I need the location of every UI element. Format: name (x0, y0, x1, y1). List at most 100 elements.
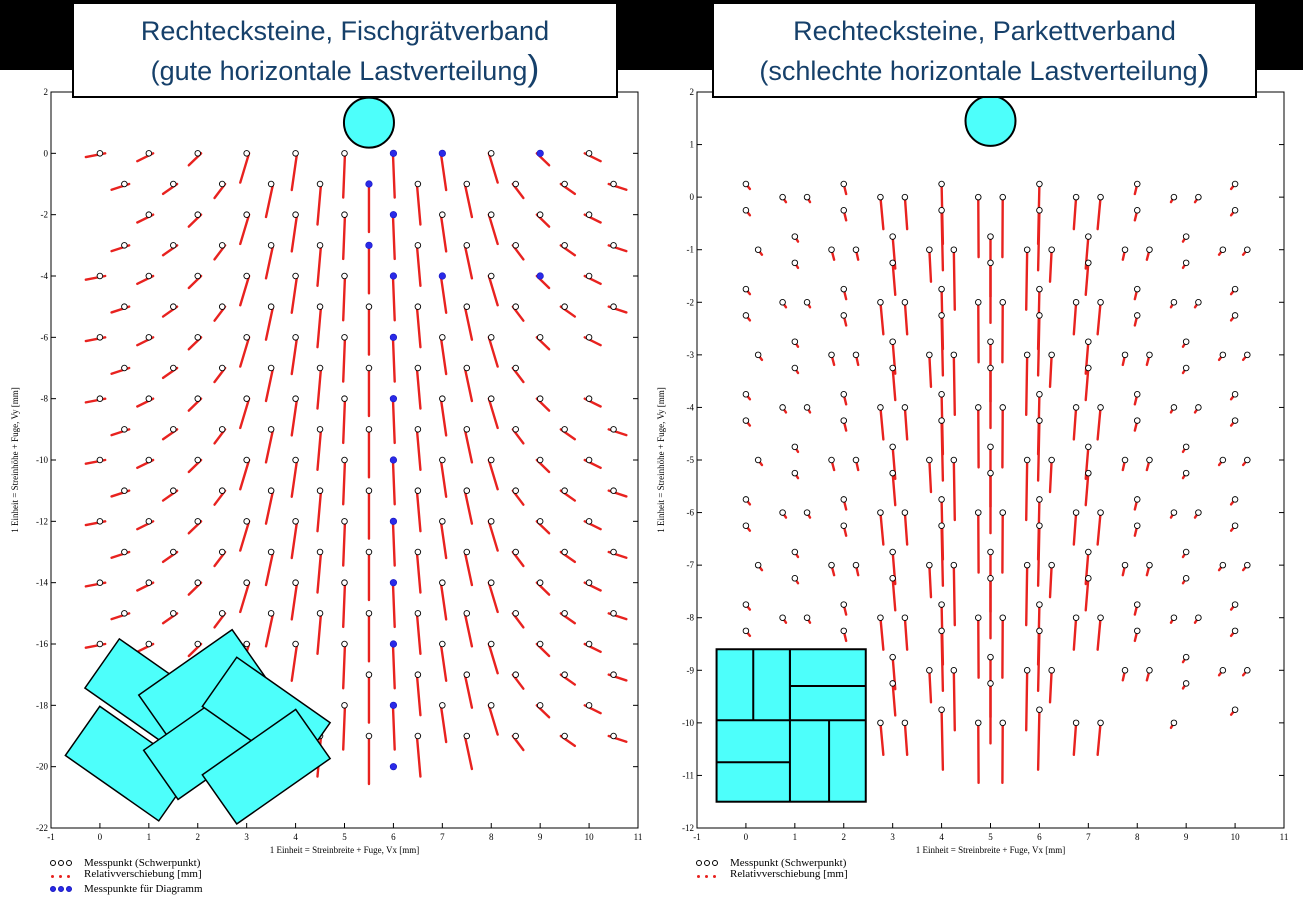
measure-point (341, 395, 348, 402)
measure-point (926, 667, 933, 674)
measure-point (341, 579, 348, 586)
measure-point (194, 518, 201, 525)
measure-point (536, 456, 544, 464)
x-tick-label: 6 (391, 832, 396, 842)
measure-point (341, 456, 348, 464)
title-left-line1: Rechtecksteine, Fischgrätverband (140, 16, 550, 46)
displacement-arrow (1036, 708, 1041, 771)
displacement-arrow (1084, 471, 1090, 507)
y-tick-label: -6 (41, 332, 49, 342)
displacement-arrow (391, 336, 396, 383)
measure-point (267, 487, 275, 494)
title-right-paren: ) (1197, 47, 1210, 88)
measure-point (488, 640, 495, 648)
y-axis-label: 1 Einheit = Streinhöhe + Fuge, Vy [mm] (656, 387, 666, 532)
measure-point (512, 303, 519, 310)
measure-point (194, 456, 201, 464)
measure-point (938, 627, 945, 635)
displacement-arrow (439, 152, 448, 192)
displacement-arrow (1072, 511, 1078, 546)
measure-point (365, 610, 373, 617)
measure-point (1072, 614, 1080, 621)
measure-point (488, 518, 495, 525)
measure-point (610, 303, 617, 310)
x-tick-label: 4 (293, 832, 298, 842)
measure-point (1048, 667, 1055, 674)
measure-point (170, 548, 177, 556)
displacement-arrow (879, 721, 885, 757)
measure-point (585, 150, 593, 157)
measure-point (877, 193, 884, 201)
displacement-arrow (316, 612, 323, 656)
measure-point (463, 487, 471, 494)
x-tick-label: 11 (634, 832, 643, 842)
displacement-arrow (463, 182, 474, 219)
measure-point (512, 242, 519, 249)
measure-point (610, 180, 617, 188)
displacement-arrow (463, 244, 474, 280)
measure-point (938, 706, 945, 713)
measure-point (121, 610, 128, 617)
displacement-arrow (290, 397, 299, 437)
displacement-arrow (1048, 669, 1053, 704)
displacement-arrow (1096, 511, 1102, 546)
measure-point (791, 364, 799, 372)
measure-point (1036, 417, 1043, 424)
measure-point (926, 351, 933, 359)
measure-point (1195, 193, 1202, 201)
displacement-arrow (1036, 209, 1041, 272)
measure-point (585, 702, 593, 709)
displacement-arrow (940, 209, 945, 272)
displacement-arrow (239, 581, 251, 614)
measure-point (585, 211, 593, 218)
red-dots-icon (696, 868, 726, 880)
measure-point (999, 719, 1006, 727)
measure-point (1244, 351, 1251, 359)
measure-point (1219, 667, 1227, 674)
measure-point (742, 601, 750, 608)
measure-point (999, 404, 1006, 411)
displacement-arrow (439, 274, 448, 314)
measure-point (170, 364, 177, 372)
measure-point (463, 671, 471, 678)
measure-point (1231, 601, 1239, 608)
measure-point (194, 272, 201, 280)
y-tick-label: -2 (687, 297, 695, 307)
measure-point (145, 640, 153, 648)
measure-point (889, 653, 896, 661)
displacement-arrow (1025, 563, 1029, 627)
displacement-arrow (952, 248, 956, 311)
y-tick-label: -5 (687, 455, 695, 465)
y-tick-label: 1 (690, 140, 695, 150)
measure-point (987, 653, 994, 661)
measure-point (1146, 351, 1153, 359)
displacement-arrow (1072, 195, 1078, 231)
y-tick-label: -16 (36, 639, 48, 649)
x-tick-label: 6 (1037, 832, 1042, 842)
measure-point (512, 671, 519, 678)
measure-point (1133, 285, 1141, 293)
measure-point (1231, 496, 1239, 503)
displacement-arrow (1036, 314, 1041, 377)
measure-point (292, 272, 299, 280)
title-right-line2: (schlechte horizontale Lastverteilung) (714, 50, 1255, 91)
displacement-arrow (439, 581, 448, 621)
measure-point (1036, 601, 1043, 608)
measure-point (512, 487, 519, 494)
measure-point (975, 719, 982, 727)
measure-point (365, 671, 373, 678)
displacement-arrow (290, 642, 299, 682)
measure-point (439, 211, 446, 218)
open-circle-icon (50, 857, 80, 869)
measure-point (803, 299, 811, 306)
displacement-arrow (463, 489, 474, 525)
measure-point (1231, 391, 1239, 398)
displacement-arrow (940, 419, 945, 482)
measure-point (414, 364, 422, 372)
measure-point (194, 211, 201, 218)
measure-point (889, 338, 896, 345)
measure-point (439, 456, 446, 464)
measure-point (1182, 680, 1190, 687)
measure-point (889, 575, 896, 582)
